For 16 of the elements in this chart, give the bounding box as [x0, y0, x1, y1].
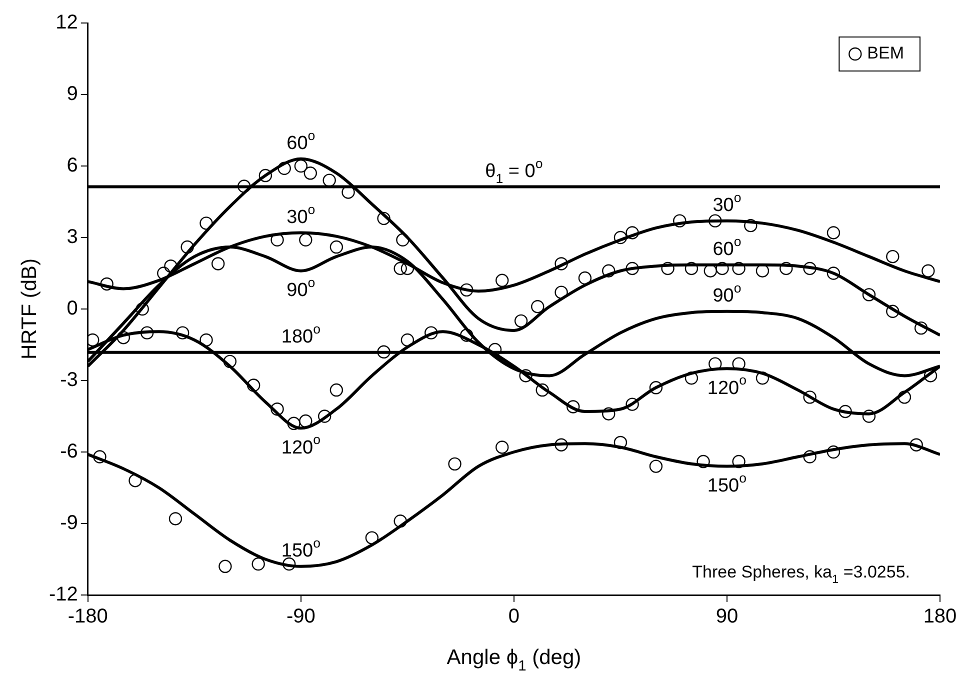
x-tick-label: 180	[923, 606, 957, 628]
x-tick-label: 90	[716, 606, 738, 628]
y-tick-label: 0	[66, 298, 78, 320]
y-tick-label: -3	[60, 369, 78, 392]
y-tick-label: 3	[66, 226, 78, 248]
x-tick-label: -90	[286, 606, 316, 628]
y-tick-label: 6	[66, 154, 78, 177]
y-tick-label: 9	[66, 83, 78, 106]
y-tick-label: -6	[60, 440, 78, 463]
y-axis-title: HRTF (dB)	[18, 258, 41, 360]
legend-label: BEM	[867, 44, 904, 63]
x-tick-label: 0	[508, 606, 520, 628]
y-tick-label: -9	[60, 512, 78, 534]
y-tick-label: -12	[49, 584, 78, 606]
x-tick-label: -180	[68, 606, 108, 628]
y-tick-label: 12	[56, 12, 78, 34]
